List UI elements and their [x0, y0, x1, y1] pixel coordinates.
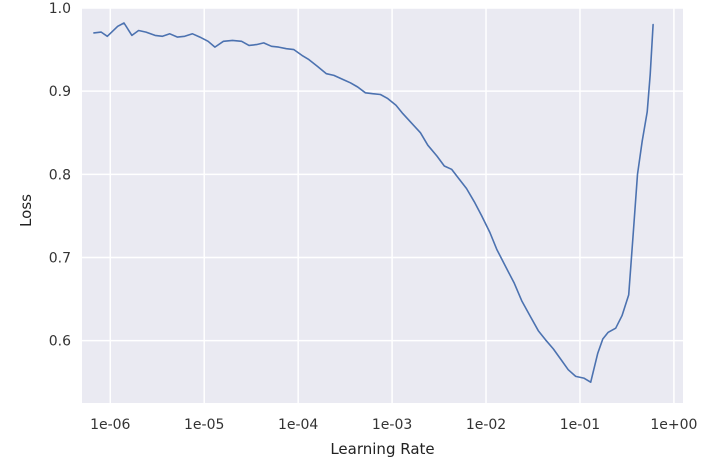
x-tick-label: 1e-01 [560, 417, 600, 433]
x-tick-label: 1e-06 [90, 417, 130, 433]
gridlines [82, 7, 683, 403]
x-tick-label: 1e-02 [466, 417, 506, 433]
plot-area [82, 8, 683, 403]
y-tick-label: 1.0 [49, 1, 71, 17]
loss-series-line [93, 22, 654, 383]
x-tick-label: 1e-03 [372, 417, 412, 433]
x-axis-title: Learning Rate [330, 440, 434, 458]
y-tick-label: 0.9 [49, 84, 71, 100]
y-tick-label: 0.8 [49, 167, 71, 183]
x-tick-label: 1e+00 [650, 417, 697, 433]
y-axis-title: Loss [17, 194, 35, 227]
y-tick-label: 0.6 [49, 334, 71, 350]
x-axis-ticks: 1e-06 1e-05 1e-04 1e-03 1e-02 1e-01 1e+00 [90, 417, 697, 433]
x-tick-label: 1e-04 [278, 417, 318, 433]
y-axis-ticks: 0.6 0.7 0.8 0.9 1.0 [49, 1, 71, 350]
y-tick-label: 0.7 [49, 250, 71, 266]
x-tick-label: 1e-05 [184, 417, 224, 433]
